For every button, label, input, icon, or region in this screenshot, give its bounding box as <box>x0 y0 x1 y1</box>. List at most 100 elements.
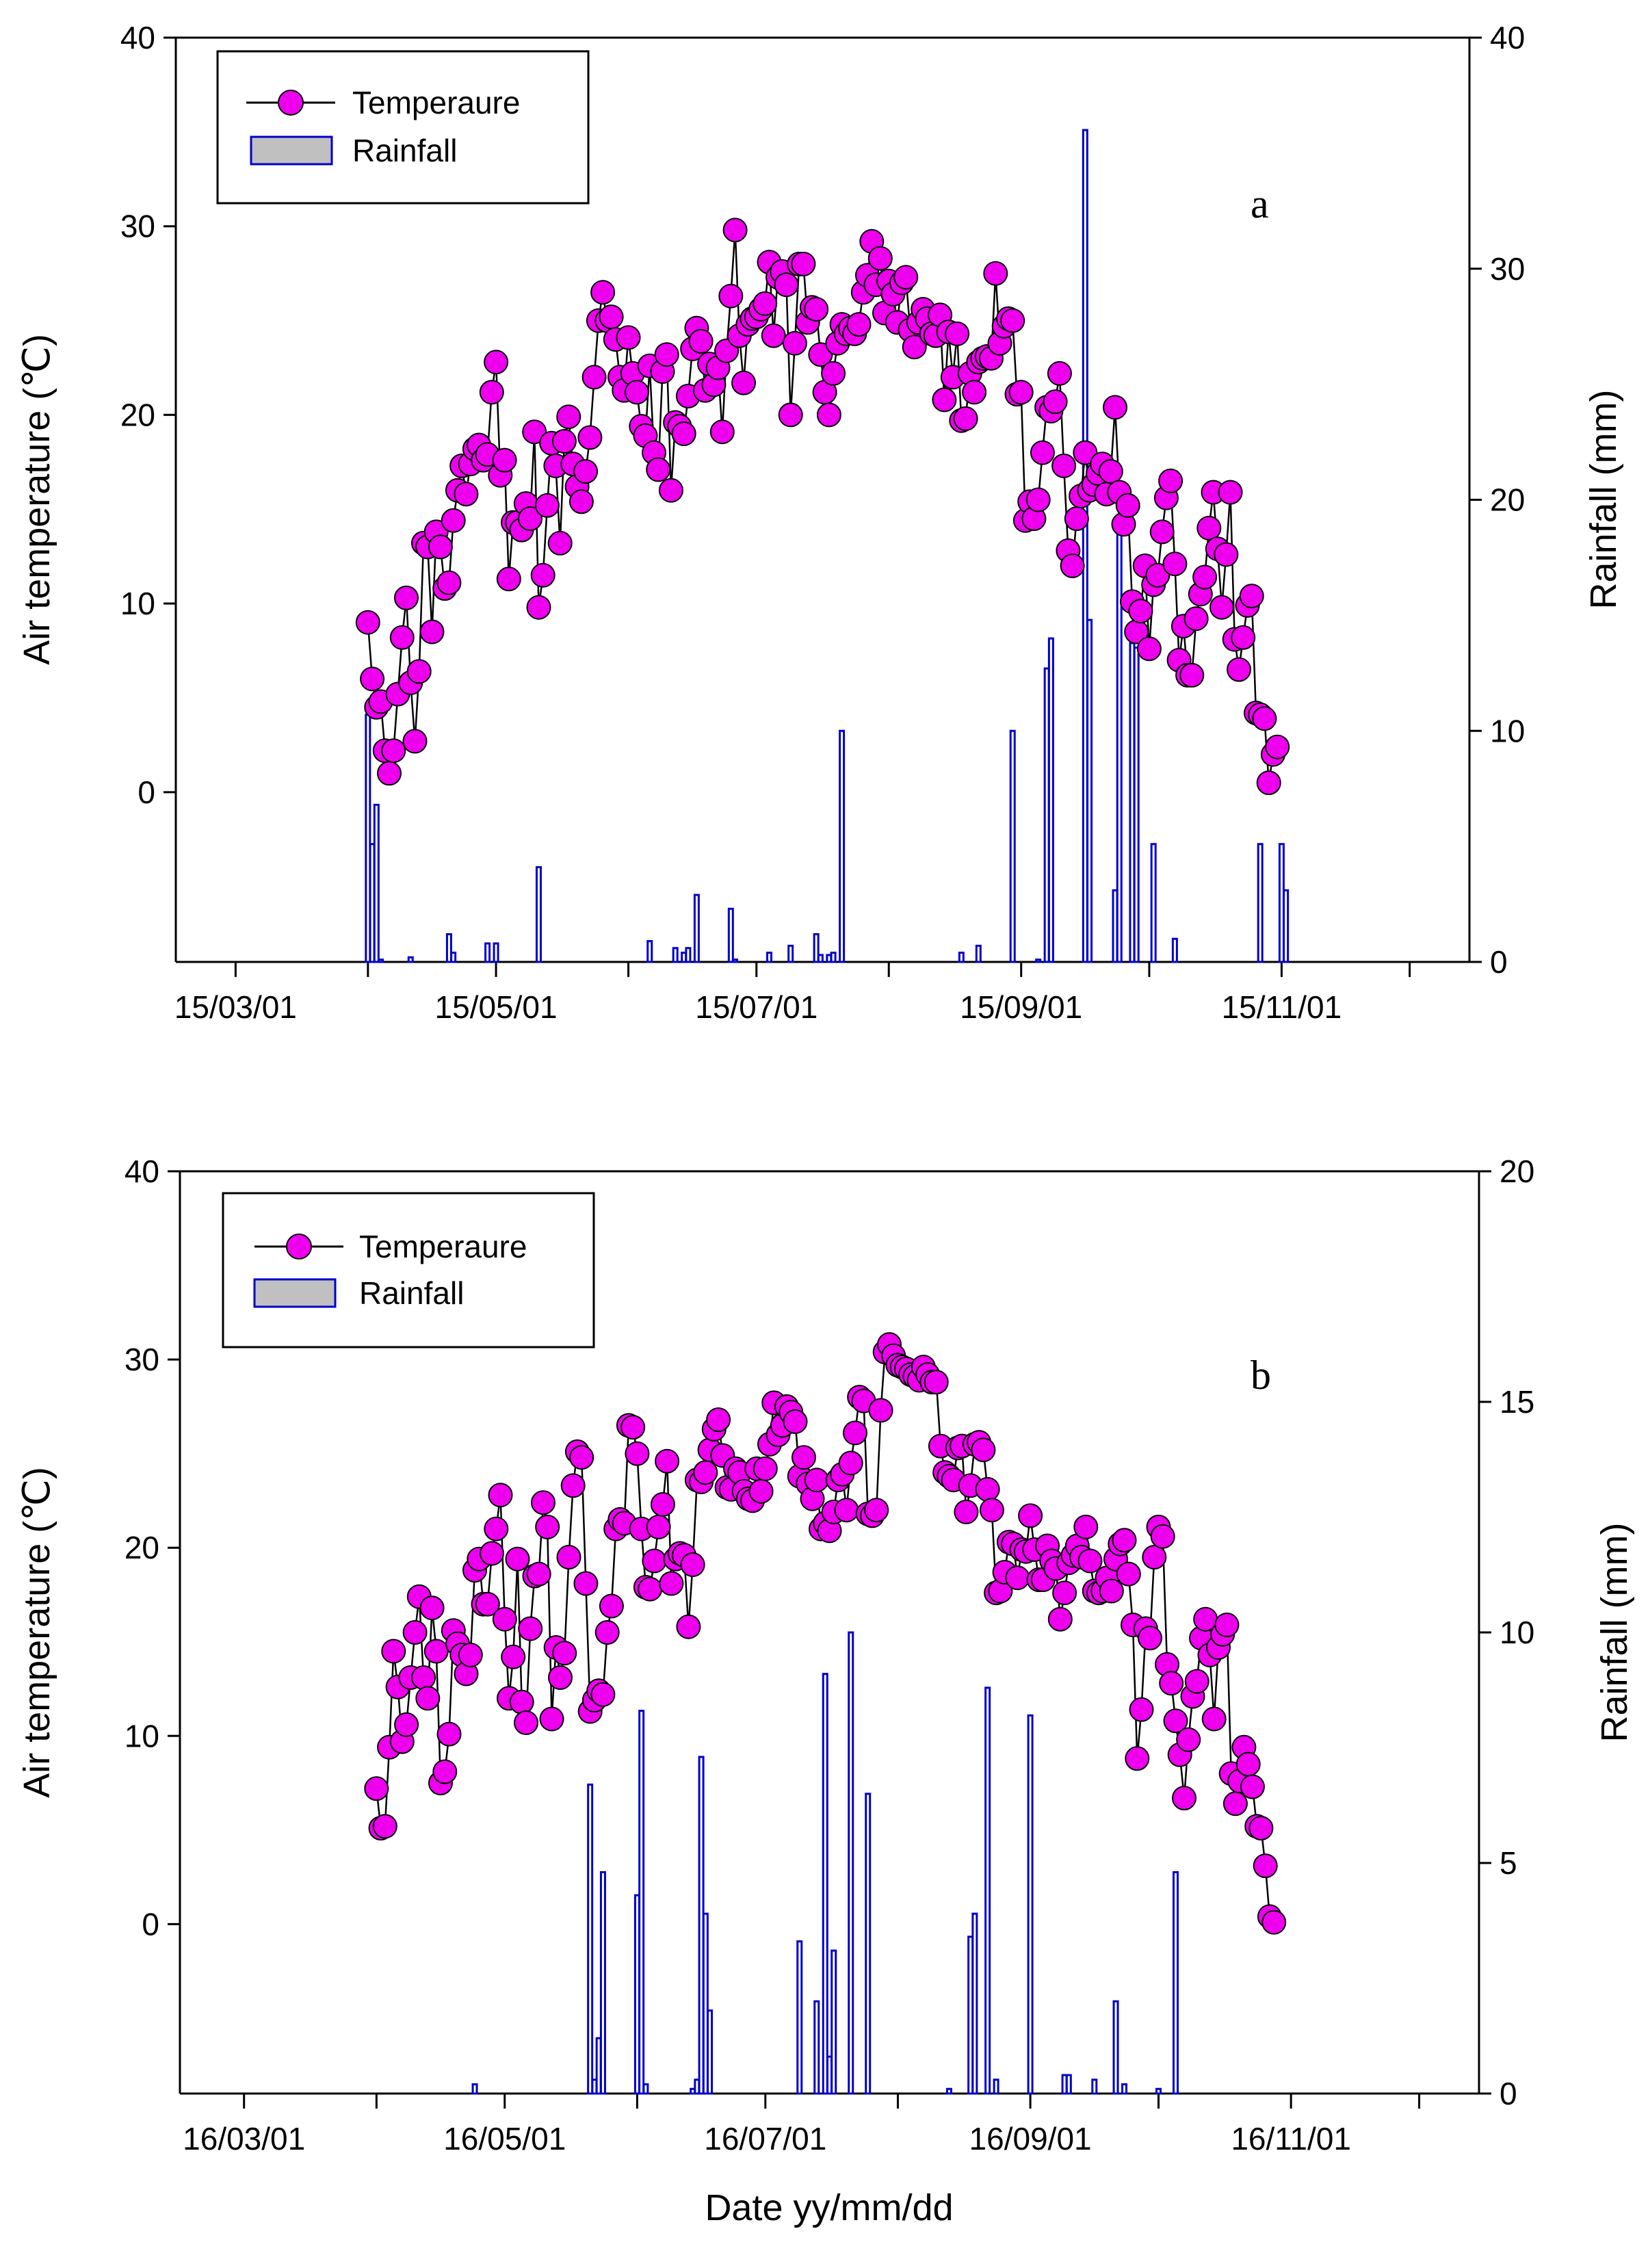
temperature-point <box>599 304 624 330</box>
legend-rain-swatch-a <box>250 135 333 166</box>
temperature-point <box>676 1614 701 1639</box>
rainfall-bar <box>958 951 965 963</box>
rainfall-bar <box>984 1686 991 2095</box>
temperature-point <box>1159 1671 1184 1696</box>
temperature-point <box>377 761 402 786</box>
temperature-point <box>594 1620 620 1645</box>
rainfall-bar <box>727 907 734 963</box>
temperature-point <box>518 1616 543 1641</box>
x-tick-label: 15/03/01 <box>174 989 297 1025</box>
temperature-point <box>402 1620 428 1645</box>
temperature-point <box>1043 389 1068 415</box>
y-axis-title-right-b: Rainfall (mm) <box>1594 1522 1635 1742</box>
rainfall-bar <box>1150 843 1157 963</box>
temperature-point <box>654 342 679 367</box>
temperature-point <box>364 1776 389 1801</box>
temperature-point <box>1179 662 1205 688</box>
temperature-point <box>680 1552 705 1577</box>
y-left-tick-label: 0 <box>142 1906 159 1942</box>
temperature-point <box>551 429 577 454</box>
temperature-point <box>1129 1697 1154 1722</box>
x-tick-label: 15/07/01 <box>695 989 818 1025</box>
temperature-point <box>753 1456 778 1481</box>
temperature-point <box>419 619 445 644</box>
temperature-point <box>556 404 581 430</box>
rainfall-bar <box>1257 843 1264 963</box>
y-right-tick-label: 20 <box>1500 1153 1534 1189</box>
temperature-point <box>535 493 560 518</box>
x-tick-label: 16/03/01 <box>183 2121 305 2156</box>
rainfall-bar <box>471 2083 478 2095</box>
rainfall-bar <box>1047 637 1054 963</box>
rainfall-bar <box>535 866 542 963</box>
temperature-point <box>808 342 833 367</box>
temperature-point <box>518 506 542 532</box>
temperature-point <box>1136 636 1162 662</box>
y-left-tick-label: 40 <box>120 20 155 55</box>
rainfall-bar <box>638 1710 645 2095</box>
temperature-point <box>1176 1727 1201 1752</box>
y-left-tick-label: 30 <box>125 1342 159 1377</box>
temperature-point <box>1098 459 1123 484</box>
x-tick-label: 15/09/01 <box>960 989 1082 1025</box>
temperature-point <box>1248 1816 1274 1841</box>
temperature-point <box>402 729 428 754</box>
temperature-point <box>1183 606 1209 631</box>
temperature-point <box>1073 440 1098 465</box>
rainfall-bar <box>945 2087 952 2095</box>
temperature-point <box>658 478 683 503</box>
rainfall-bar <box>378 959 384 963</box>
y-left-tick-label: 40 <box>125 1153 159 1189</box>
temperature-point <box>1077 1548 1103 1574</box>
rainfall-bar <box>1035 959 1042 963</box>
rainfall-bar <box>599 1871 606 2095</box>
temperature-point <box>792 1445 816 1470</box>
temperature-point <box>509 1689 534 1715</box>
rainfall-bar <box>642 2083 649 2095</box>
temperature-point <box>381 1639 406 1664</box>
temperature-point <box>783 1409 808 1434</box>
x-axis-title: Date yy/mm/dd <box>705 2187 953 2228</box>
temperature-point <box>616 325 641 350</box>
x-tick-label: 16/09/01 <box>969 2121 1092 2156</box>
temperature-point <box>1052 1580 1077 1606</box>
temperature-point <box>722 218 748 243</box>
temperature-point <box>1158 468 1183 493</box>
temperature-point <box>983 261 1008 286</box>
temperature-point <box>962 380 987 405</box>
temperature-point <box>979 1498 1004 1523</box>
temperature-point <box>1253 1853 1278 1879</box>
temperature-point <box>625 380 649 405</box>
temperature-point <box>530 562 555 588</box>
temperature-point <box>436 1721 462 1747</box>
rainfall-bar <box>993 2078 999 2095</box>
temperature-point <box>688 328 714 354</box>
temperature-point <box>659 1571 684 1596</box>
x-tick-label: 16/05/01 <box>443 2121 566 2156</box>
temperature-point <box>1047 361 1072 386</box>
temperature-point <box>569 1445 594 1470</box>
temperature-point <box>1149 519 1175 545</box>
temperature-point <box>945 321 970 346</box>
temperature-point <box>1227 657 1251 682</box>
temperature-point <box>496 566 521 592</box>
temperature-point <box>484 1516 509 1541</box>
temperature-point <box>1163 1708 1188 1734</box>
temperature-point <box>423 1639 449 1664</box>
rainfall-bar <box>1086 618 1093 963</box>
rainfall-bar <box>766 951 772 963</box>
y-left-tick-label: 10 <box>125 1718 159 1754</box>
temperature-point <box>372 1814 397 1839</box>
temperature-point <box>1051 453 1077 478</box>
temperature-point <box>505 1546 530 1572</box>
temperature-point <box>1138 1626 1162 1651</box>
temperature-point <box>761 323 786 348</box>
temperature-point <box>577 425 603 450</box>
x-tick-label: 15/05/01 <box>435 989 558 1025</box>
temperature-point <box>1265 734 1290 759</box>
temperature-point <box>1214 1613 1240 1637</box>
y-right-tick-label: 5 <box>1500 1845 1517 1881</box>
temperature-point <box>475 1591 500 1617</box>
temperature-point <box>411 1665 436 1690</box>
temperature-point <box>893 265 919 290</box>
